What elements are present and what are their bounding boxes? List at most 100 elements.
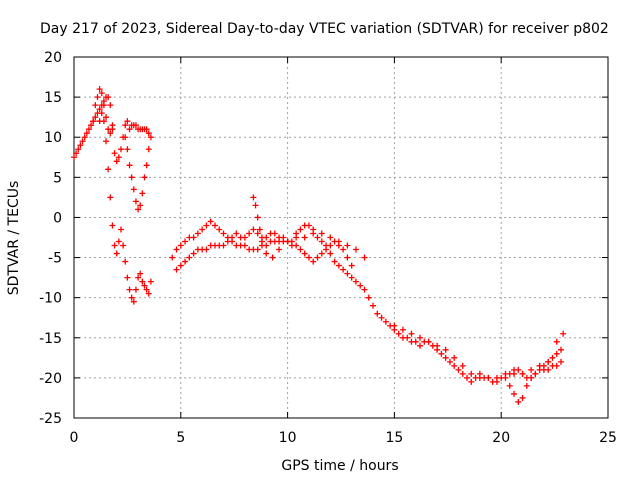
data-point bbox=[147, 278, 154, 285]
data-point bbox=[77, 142, 84, 149]
data-point bbox=[113, 250, 120, 257]
data-point bbox=[560, 330, 567, 337]
data-point bbox=[115, 238, 122, 245]
y-tick-label: -10 bbox=[39, 291, 62, 307]
data-point bbox=[117, 146, 124, 153]
y-tick-label: 15 bbox=[44, 90, 62, 106]
data-point bbox=[117, 226, 124, 233]
data-point bbox=[318, 230, 325, 237]
data-point bbox=[301, 250, 308, 257]
x-tick-label: 10 bbox=[279, 430, 297, 446]
data-point bbox=[361, 286, 368, 293]
y-tick-label: 10 bbox=[44, 130, 62, 146]
data-point bbox=[451, 362, 458, 369]
data-point bbox=[83, 130, 90, 137]
data-point bbox=[506, 382, 513, 389]
data-point bbox=[103, 114, 110, 121]
data-point bbox=[109, 126, 116, 133]
data-point bbox=[425, 338, 432, 345]
data-point bbox=[100, 118, 107, 125]
data-point bbox=[100, 102, 107, 109]
data-point bbox=[130, 298, 137, 305]
x-axis-label: GPS time / hours bbox=[281, 458, 398, 474]
data-point bbox=[186, 254, 193, 261]
data-point bbox=[182, 238, 189, 245]
data-point bbox=[553, 338, 560, 345]
data-point bbox=[323, 246, 330, 253]
data-point bbox=[177, 262, 184, 269]
data-point bbox=[271, 230, 278, 237]
x-tick-label: 0 bbox=[70, 430, 79, 446]
data-point bbox=[139, 278, 146, 285]
data-point bbox=[459, 362, 466, 369]
data-point bbox=[96, 86, 103, 93]
data-point bbox=[122, 134, 129, 141]
data-point bbox=[438, 350, 445, 357]
x-tick-label: 5 bbox=[176, 430, 185, 446]
data-point bbox=[75, 146, 82, 153]
y-tick-label: -15 bbox=[39, 331, 62, 347]
data-point bbox=[145, 146, 152, 153]
data-point bbox=[378, 314, 385, 321]
data-point bbox=[96, 106, 103, 113]
data-point bbox=[254, 246, 261, 253]
data-point bbox=[132, 286, 139, 293]
data-point bbox=[190, 234, 197, 241]
data-point bbox=[464, 374, 471, 381]
data-point bbox=[81, 134, 88, 141]
data-point bbox=[340, 266, 347, 273]
data-point bbox=[250, 226, 257, 233]
data-point bbox=[310, 230, 317, 237]
data-point bbox=[147, 134, 154, 141]
data-point bbox=[519, 370, 526, 377]
data-points bbox=[71, 86, 567, 405]
data-point bbox=[374, 310, 381, 317]
data-point bbox=[220, 242, 227, 249]
data-point bbox=[98, 110, 105, 117]
data-point bbox=[434, 342, 441, 349]
data-point bbox=[545, 358, 552, 365]
data-point bbox=[442, 346, 449, 353]
y-tick-label: 20 bbox=[44, 50, 62, 66]
data-point bbox=[173, 246, 180, 253]
data-point bbox=[211, 222, 218, 229]
data-point bbox=[395, 330, 402, 337]
y-tick-label: 0 bbox=[53, 210, 62, 226]
data-point bbox=[135, 206, 142, 213]
data-point bbox=[335, 238, 342, 245]
data-point bbox=[126, 162, 133, 169]
data-point bbox=[365, 294, 372, 301]
x-tick-label: 15 bbox=[385, 430, 403, 446]
data-point bbox=[399, 326, 406, 333]
data-point bbox=[177, 242, 184, 249]
data-point bbox=[143, 286, 150, 293]
data-point bbox=[511, 390, 518, 397]
data-point bbox=[173, 266, 180, 273]
data-point bbox=[417, 334, 424, 341]
data-point bbox=[297, 226, 304, 233]
data-point bbox=[382, 318, 389, 325]
data-point bbox=[558, 358, 565, 365]
data-point bbox=[327, 234, 334, 241]
data-point bbox=[126, 286, 133, 293]
axis-ticks: 0 5 10 15 20 25 -25 -20 -15 -10 -5 0 5 10 15 20 bbox=[39, 50, 617, 446]
data-point bbox=[301, 234, 308, 241]
data-point bbox=[73, 150, 80, 157]
data-point bbox=[143, 162, 150, 169]
data-point bbox=[468, 378, 475, 385]
data-point bbox=[348, 274, 355, 281]
data-point bbox=[344, 254, 351, 261]
data-point bbox=[88, 122, 95, 129]
data-point bbox=[502, 374, 509, 381]
y-tick-label: -25 bbox=[39, 411, 62, 427]
data-point bbox=[404, 334, 411, 341]
data-point bbox=[250, 194, 257, 201]
data-point bbox=[340, 246, 347, 253]
data-point bbox=[361, 254, 368, 261]
data-point bbox=[252, 202, 259, 209]
data-point bbox=[545, 366, 552, 373]
data-point bbox=[107, 102, 114, 109]
data-point bbox=[327, 250, 334, 257]
data-point bbox=[105, 166, 112, 173]
